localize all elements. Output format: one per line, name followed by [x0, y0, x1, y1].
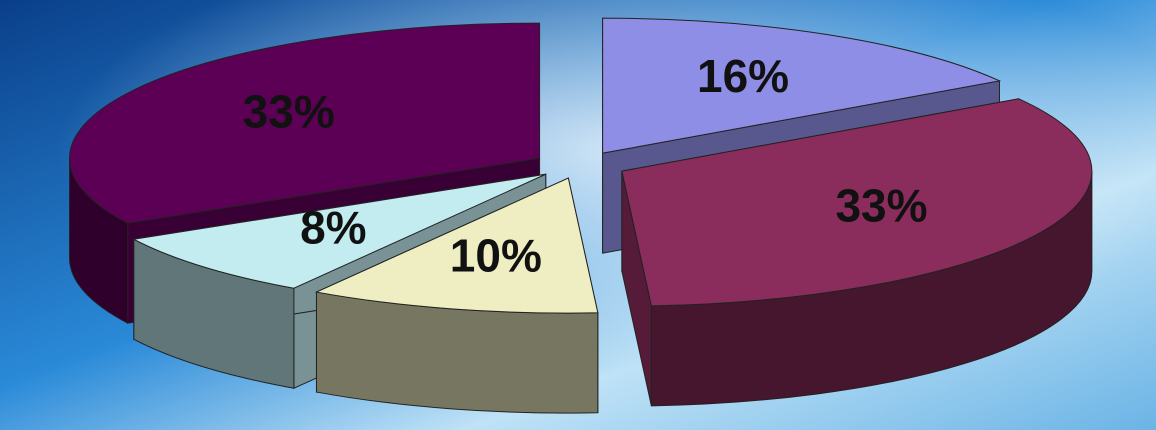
slice-top: [621, 98, 1093, 307]
pie: 16% 33% 10% 8% 33%: [69, 17, 1093, 414]
data-label: 33%: [243, 86, 335, 138]
slice-top: [314, 177, 599, 314]
slice-top: [132, 173, 546, 289]
data-label: 33%: [835, 179, 927, 231]
data-label: 8%: [300, 202, 366, 254]
data-label: 16%: [697, 50, 789, 102]
data-label: 10%: [450, 229, 542, 281]
slice-top: [602, 17, 1002, 154]
slice-top: [69, 22, 541, 224]
